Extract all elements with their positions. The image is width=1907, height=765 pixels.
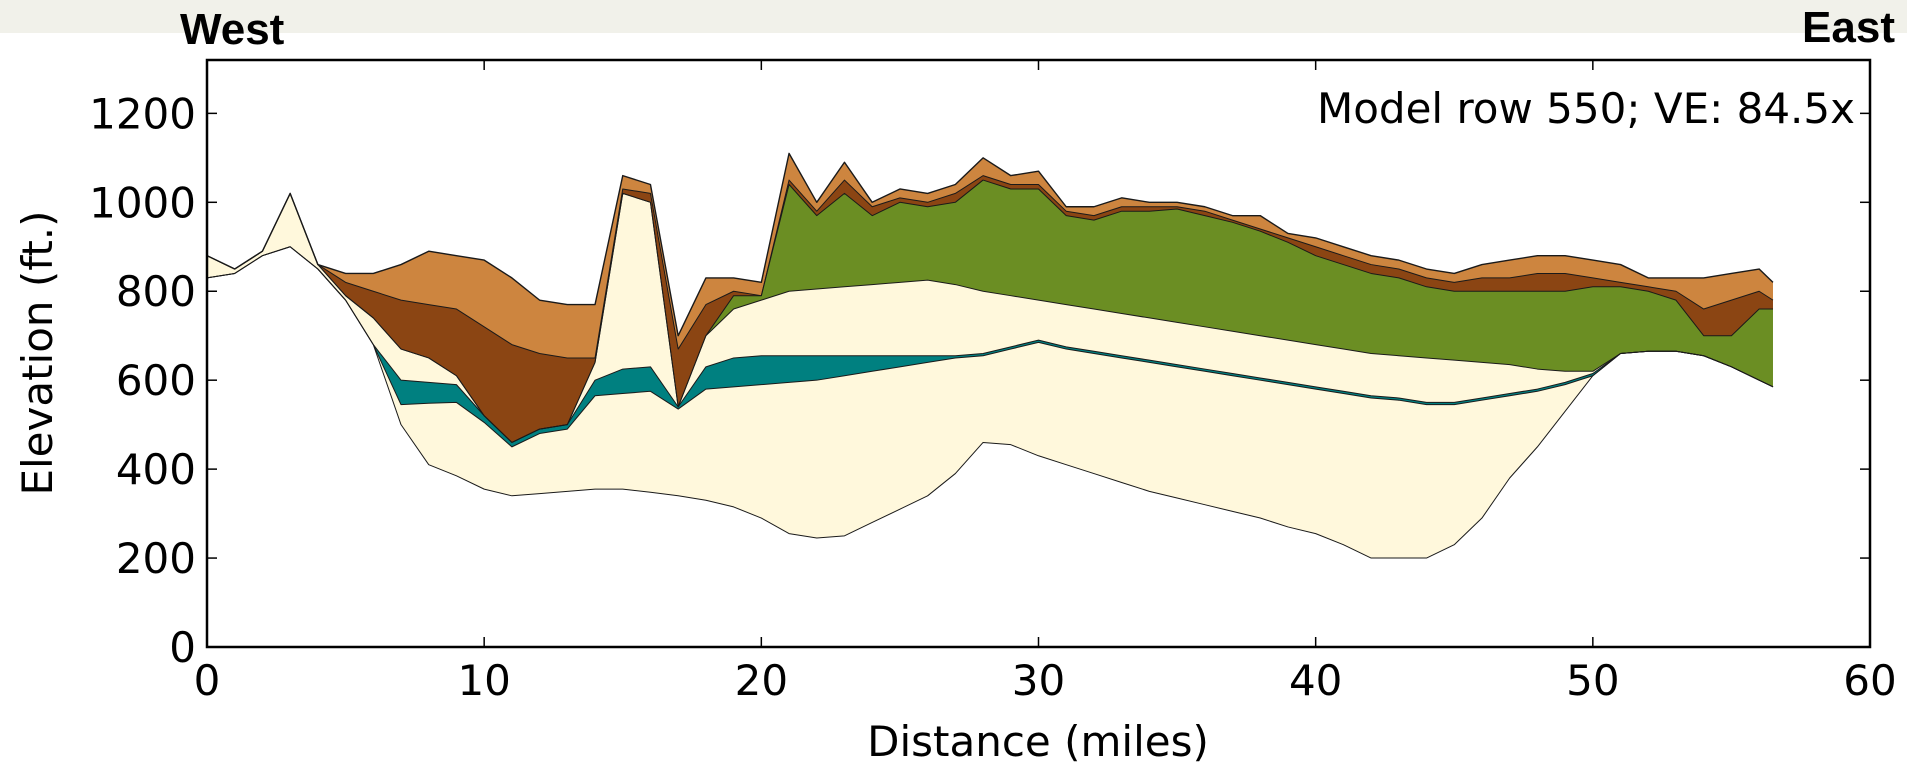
y-tick-label: 1000 xyxy=(89,178,196,227)
layer xyxy=(207,180,1773,443)
west-label: West xyxy=(180,5,285,54)
layer xyxy=(207,246,1773,559)
x-tick-label: 20 xyxy=(735,656,788,705)
surface-line xyxy=(206,246,1774,559)
layer xyxy=(207,153,1773,358)
surface-line xyxy=(206,152,1774,337)
header-strip xyxy=(0,0,1907,33)
y-axis-label: Elevation (ft.) xyxy=(13,210,62,495)
x-tick-label: 0 xyxy=(194,656,221,705)
surface-line xyxy=(206,175,1774,359)
y-tick-label: 800 xyxy=(116,267,196,316)
y-tick-label: 400 xyxy=(116,445,196,494)
east-label: East xyxy=(1802,3,1895,52)
layer xyxy=(207,193,1773,443)
surface-line xyxy=(206,192,1774,443)
surface-line xyxy=(206,246,1774,448)
y-tick-label: 600 xyxy=(116,356,196,405)
x-tick-label: 30 xyxy=(1012,656,1065,705)
plot-area xyxy=(205,58,1872,649)
x-axis-label: Distance (miles) xyxy=(867,717,1209,765)
y-tick-label: 1200 xyxy=(89,89,196,138)
annotation: Model row 550; VE: 84.5x xyxy=(1317,84,1855,133)
y-tick-label: 200 xyxy=(116,534,196,583)
x-tick-label: 40 xyxy=(1289,656,1342,705)
x-tick-label: 50 xyxy=(1566,656,1619,705)
y-tick-label: 0 xyxy=(169,623,196,672)
surface-line xyxy=(206,246,1774,443)
x-tick-label: 60 xyxy=(1843,656,1896,705)
x-tick-label: 10 xyxy=(457,656,510,705)
